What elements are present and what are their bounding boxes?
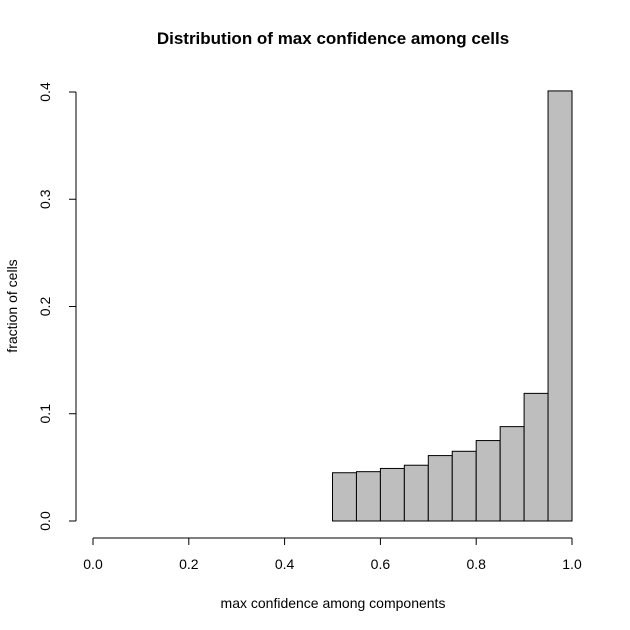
histogram-bar — [379, 467, 405, 522]
x-tick-label: 0.4 — [275, 556, 295, 572]
y-tick-label: 0.4 — [37, 82, 53, 102]
histogram-bar — [403, 464, 429, 522]
y-tick-label: 0.1 — [37, 404, 53, 424]
histogram-bar — [332, 472, 357, 522]
x-tick-label: 0.8 — [466, 556, 486, 572]
y-tick-label: 0.0 — [37, 511, 53, 531]
histogram-bar — [523, 392, 549, 522]
histogram-bar — [499, 426, 525, 522]
x-tick-label: 1.0 — [562, 556, 582, 572]
bars-group — [332, 90, 573, 522]
y-axis: 0.0 0.1 0.2 0.3 0.4 — [37, 82, 77, 531]
y-axis-label: fraction of cells — [4, 259, 20, 352]
x-tick-label: 0.6 — [371, 556, 391, 572]
x-tick-label: 0.0 — [83, 556, 103, 572]
histogram-bar — [547, 90, 573, 522]
x-tick-label: 0.2 — [179, 556, 199, 572]
histogram-bar — [427, 455, 453, 522]
y-tick-label: 0.2 — [37, 297, 53, 317]
x-axis: 0.0 0.2 0.4 0.6 0.8 1.0 — [83, 537, 582, 572]
x-axis-label: max confidence among components — [221, 595, 446, 611]
histogram-bar — [475, 440, 501, 522]
y-tick-label: 0.3 — [37, 189, 53, 209]
chart-title: Distribution of max confidence among cel… — [157, 29, 509, 48]
histogram-bar — [355, 471, 381, 522]
histogram-bar — [451, 450, 477, 522]
